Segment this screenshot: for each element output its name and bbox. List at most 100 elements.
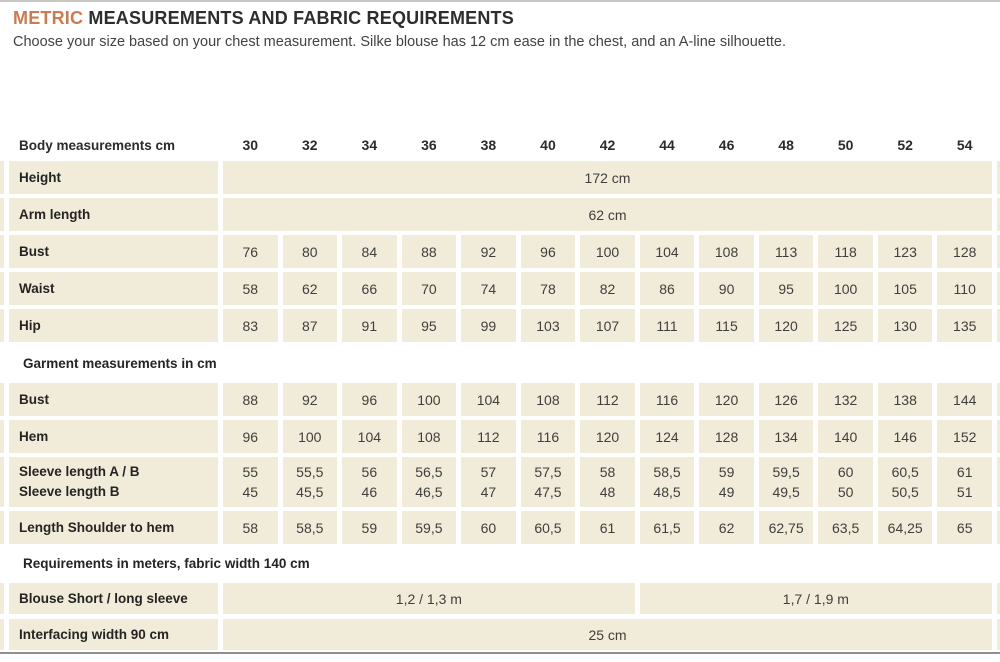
value-cell: 116 [639,383,695,416]
table-edge-sliver [0,619,4,650]
fabric-right-cell: 1,7 / 1,9 m [639,583,992,614]
merged-value-cell: 172 cm [223,161,992,194]
size-header-cell: 42 [599,137,616,153]
row-blouse-fabric: Blouse Short / long sleeve 1,2 / 1,3 m 1,7… [0,583,1000,614]
value-cell: 116 [520,420,576,453]
merged-value-cell: 62 cm [223,198,992,231]
value-cell: 130 [877,309,933,342]
value-cell: 59,5 [401,511,457,544]
value-cell: 91 [342,309,397,342]
page-title-accent: METRIC [13,8,84,28]
table-edge-sliver [996,272,1000,305]
sleeve-label-line1: Sleeve length A / B [19,464,140,479]
table-edge-sliver [0,309,4,342]
sleeve-value-line1: 61 [956,464,973,480]
size-header-cell: 46 [718,137,735,153]
value-cell: 60,5 50,5 [877,457,933,507]
value-cell: 80 [282,235,338,268]
top-crop-artifact [0,0,1000,2]
value-cell: 59,5 49,5 [758,457,814,507]
value-cell: 58,5 [282,511,338,544]
row-garment-bust: Bust 88 92 96 100 104 108 112 116 120 126 132 138 144 [0,383,1000,416]
value-cell: 104 [342,420,397,453]
value-cell: 140 [818,420,873,453]
value-cell: 108 [520,383,576,416]
row-label-cell: Sleeve length A / B Sleeve length B [9,457,218,507]
row-body-height: Height 172 cm [0,161,1000,194]
value-cell: 112 [461,420,516,453]
value-cell: 65 [937,511,992,544]
requirements-section-header: Requirements in meters, fabric width 140… [0,554,1000,574]
fabric-left-cell: 1,2 / 1,3 m [223,583,635,614]
value-cell: 96 [342,383,397,416]
value-cell: 56 46 [342,457,397,507]
value-cell: 134 [758,420,814,453]
value-cell: 58 [223,511,278,544]
value-cell: 100 [580,235,635,268]
value-cell: 63,5 [818,511,873,544]
value-cell: 113 [758,235,814,268]
row-label-cell: Hem [9,420,218,453]
merged-value-cell: 25 cm [223,619,992,650]
value-cell: 76 [223,235,278,268]
table-header-row: Body measurements cm 30 32 34 36 38 40 42 44 46 48… [0,133,1000,157]
size-header-cell: 38 [480,137,497,153]
value-cell: 55 45 [223,457,278,507]
size-header-cell: 32 [302,137,318,153]
requirements-section-label: Requirements in meters, fabric width 140… [23,556,310,571]
value-cell: 62 [282,272,338,305]
sleeve-value-line1: 57,5 [534,464,562,480]
sleeve-value-line2: 47 [480,484,497,500]
size-chart-table: Body measurements cm 30 32 34 36 38 40 42 44 46 48… [0,133,1000,655]
sleeve-value-line1: 55,5 [296,464,324,480]
row-garment-sleeve-length: Sleeve length A / B Sleeve length B 55 45 55… [0,457,1000,507]
value-cell: 92 [282,383,338,416]
value-cell: 88 [401,235,457,268]
table-edge-sliver [997,161,1000,194]
value-cell: 124 [639,420,695,453]
value-cell: 108 [401,420,457,453]
value-cell: 86 [639,272,695,305]
value-cell: 135 [937,309,992,342]
sleeve-value-line2: 48,5 [653,484,681,500]
value-cell: 87 [282,309,338,342]
value-cell: 128 [937,235,992,268]
row-label-cell: Height [9,161,218,194]
value-cell: 95 [758,272,814,305]
table-edge-sliver [0,235,4,268]
value-cell: 120 [699,383,754,416]
value-cell: 146 [877,420,933,453]
value-cell: 100 [818,272,873,305]
sleeve-value-line2: 45,5 [296,484,324,500]
page-subtitle: Choose your size based on your chest mea… [13,34,786,50]
sleeve-value-line2: 50,5 [891,484,919,500]
value-cell: 59 49 [699,457,754,507]
value-cell: 105 [877,272,933,305]
value-cell: 111 [639,309,695,342]
size-header-cell: 44 [659,137,675,153]
value-cell: 55,5 45,5 [282,457,338,507]
value-cell: 64,25 [877,511,933,544]
value-cell: 58,5 48,5 [639,457,695,507]
row-garment-hem: Hem 96 100 104 108 112 116 120 124 128 134 140 146 15… [0,420,1000,453]
value-cell: 70 [401,272,457,305]
row-label-cell: Interfacing width 90 cm [9,619,218,650]
size-header-cell: 36 [421,137,437,153]
row-garment-length-shoulder-to-hem: Length Shoulder to hem 58 58,5 59 59,5 60 60,5… [0,511,1000,544]
value-cell: 96 [520,235,576,268]
row-interfacing: Interfacing width 90 cm 25 cm [0,619,1000,650]
value-cell: 99 [461,309,516,342]
table-edge-sliver [997,583,1000,614]
value-cell: 152 [937,420,992,453]
table-edge-sliver [997,198,1000,231]
row-label-cell: Bust [9,383,218,416]
value-cell: 144 [937,383,992,416]
page-title-rest: MEASUREMENTS AND FABRIC REQUIREMENTS [83,8,514,28]
sleeve-value-line2: 47,5 [534,484,562,500]
row-label-cell: Bust [9,235,218,268]
value-cell: 61 51 [937,457,992,507]
size-header-cell: 30 [242,137,259,153]
value-cell: 118 [818,235,873,268]
table-edge-sliver [996,235,1000,268]
sleeve-value-line1: 58,5 [653,464,681,480]
